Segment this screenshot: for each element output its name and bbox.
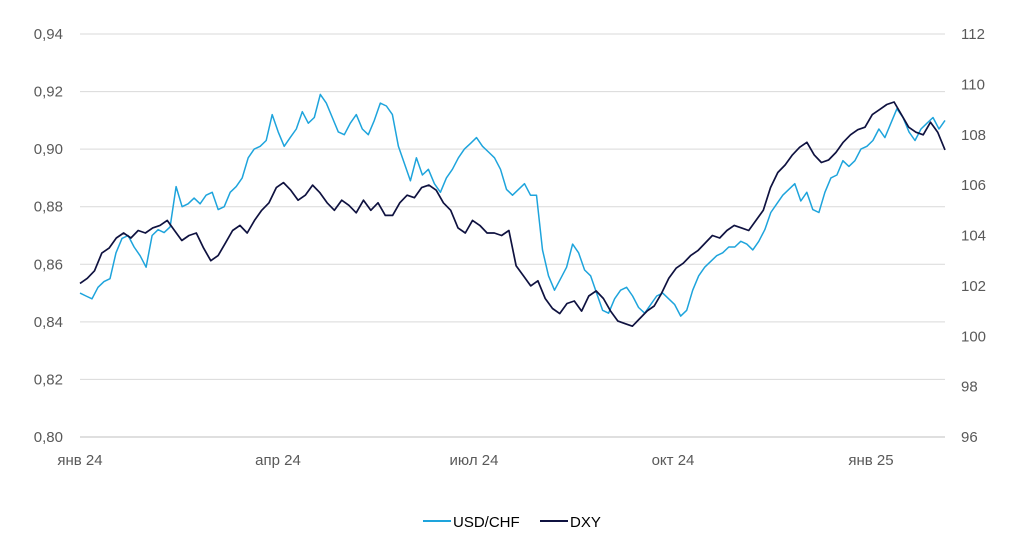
right-tick-label: 104 [961,228,986,245]
x-tick-label: окт 24 [652,452,695,469]
left-axis-ticks: 0,80 0,82 0,84 0,86 0,88 0,90 0,92 0,94 [34,26,63,446]
right-tick-label: 96 [961,429,978,446]
right-tick-label: 110 [961,76,985,93]
left-tick-label: 0,88 [34,199,63,216]
right-tick-label: 106 [961,177,986,194]
series-line-usdchf [79,93,946,317]
series-lines [79,93,946,328]
series-line-dxy [79,101,946,328]
x-tick-label: апр 24 [255,452,301,469]
x-tick-label: июл 24 [450,452,499,469]
grid-lines [80,33,945,438]
legend: USD/CHF DXY [423,514,601,531]
x-tick-label: янв 25 [848,452,893,469]
left-tick-label: 0,80 [34,429,63,446]
left-tick-label: 0,94 [34,26,63,43]
right-tick-label: 102 [961,278,986,295]
x-axis-ticks: янв 24 апр 24 июл 24 окт 24 янв 25 [57,452,893,469]
right-tick-label: 100 [961,328,986,345]
right-axis-ticks: 96 98 100 102 104 106 108 110 112 [961,26,986,446]
left-tick-label: 0,92 [34,84,63,101]
legend-label-usdchf: USD/CHF [453,514,520,531]
left-tick-label: 0,90 [34,141,63,158]
left-tick-label: 0,84 [34,314,63,331]
left-tick-label: 0,86 [34,256,63,273]
legend-label-dxy: DXY [570,514,601,531]
right-tick-label: 98 [961,379,978,396]
right-tick-label: 108 [961,127,986,144]
right-tick-label: 112 [961,26,985,43]
left-tick-label: 0,82 [34,371,63,388]
x-tick-label: янв 24 [57,452,102,469]
